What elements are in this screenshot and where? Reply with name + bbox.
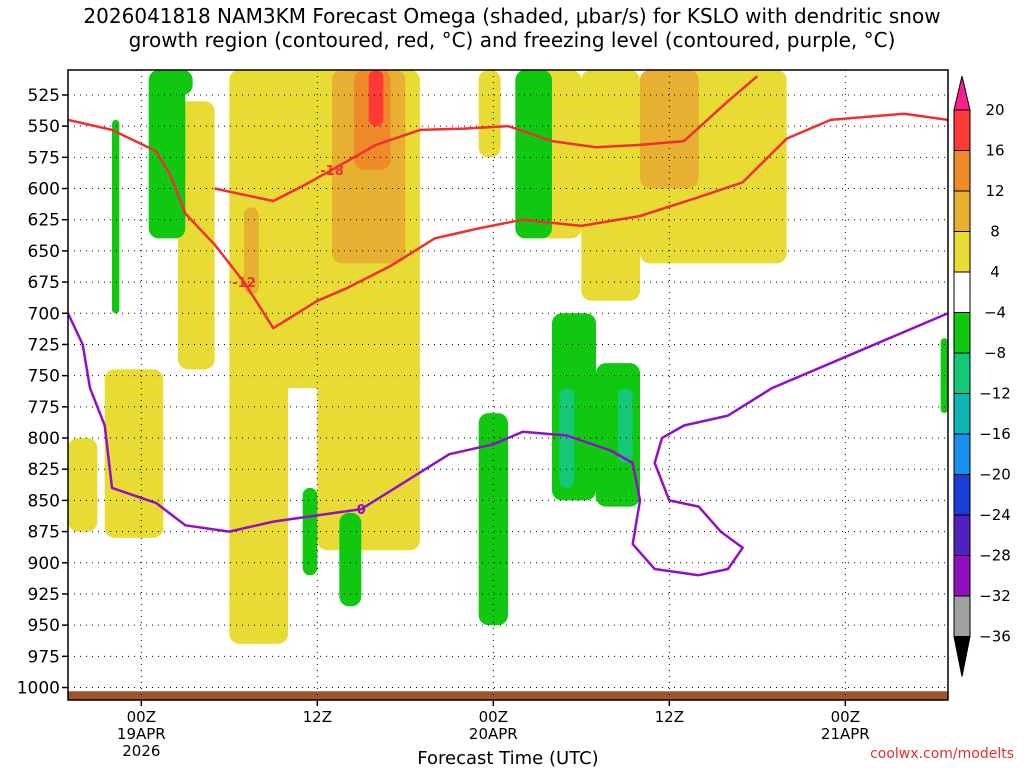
omega-shading <box>68 70 948 644</box>
omega-region-10 <box>244 207 259 295</box>
colorbar-band-8 <box>953 433 971 475</box>
omega-region-21 <box>515 70 552 239</box>
y-tick-label-625: 625 <box>28 211 60 231</box>
red-label-0: -12 <box>232 276 256 291</box>
colorbar-band-0 <box>953 109 971 151</box>
chart-title: 2026041818 NAM3KM Forecast Omega (shaded… <box>0 4 1024 52</box>
omega-region-0 <box>68 438 98 532</box>
y-tick-label-600: 600 <box>28 180 60 200</box>
y-tick-label-925: 925 <box>28 585 60 605</box>
x-tick-label-48-1: 21APR <box>821 725 870 743</box>
y-tick-label-575: 575 <box>28 148 60 168</box>
purple-contour-0 <box>68 312 948 577</box>
colorbar-arrow-top <box>953 75 971 111</box>
y-tick-label-875: 875 <box>28 523 60 543</box>
y-tick-label-1000: 1000 <box>17 679 60 699</box>
colorbar-label-11: −28 <box>979 547 1011 565</box>
y-tick-label-550: 550 <box>28 117 60 137</box>
omega-region-26 <box>618 388 633 463</box>
colorbar-arrow-bottom <box>953 636 971 677</box>
omega-region-14 <box>368 70 384 127</box>
x-tick-label-48-0: 00Z <box>831 708 860 726</box>
omega-region-16 <box>148 70 186 239</box>
omega-region-20 <box>478 413 508 626</box>
x-tick-label-12-0: 12Z <box>303 708 332 726</box>
colorbar-label-10: −24 <box>979 506 1011 524</box>
plot-frame <box>67 69 949 701</box>
y-tick-label-725: 725 <box>28 335 60 355</box>
colorbar-band-7 <box>953 393 971 435</box>
colorbar-band-5 <box>953 312 971 354</box>
omega-region-2 <box>178 101 215 370</box>
colorbar-band-6 <box>953 352 971 394</box>
y-axis: 525 550 575 600 625 650 675 700 725 750 775 800 825 8… <box>17 86 68 699</box>
x-tick-label-36-0: 12Z <box>655 708 684 726</box>
colorbar-label-1: 16 <box>985 142 1004 160</box>
red-contour-0 <box>68 112 948 330</box>
y-tick-label-525: 525 <box>28 86 60 106</box>
x-tick-label-24-0: 00Z <box>479 708 508 726</box>
colorbar-label-0: 20 <box>985 101 1004 119</box>
colorbar-band-10 <box>953 514 971 556</box>
colorbar-label-2: 12 <box>985 182 1004 200</box>
colorbar-band-1 <box>953 150 971 192</box>
colorbar-band-2 <box>953 190 971 232</box>
omega-region-6 <box>478 70 501 158</box>
colorbar-band-12 <box>953 595 971 637</box>
x-tick-label-0-2: 2026 <box>122 742 160 760</box>
colorbar-band-9 <box>953 474 971 516</box>
x-tick-label-24-1: 20APR <box>469 725 518 743</box>
y-tick-label-800: 800 <box>28 429 60 449</box>
colorbar-label-3: 8 <box>990 223 1000 241</box>
y-tick-label-900: 900 <box>28 554 60 574</box>
colorbar-label-7: −12 <box>979 385 1011 403</box>
x-tick-label-0-0: 00Z <box>127 708 156 726</box>
red-contour-1 <box>214 75 759 203</box>
omega-region-17 <box>170 70 193 95</box>
title-line-1: 2026041818 NAM3KM Forecast Omega (shaded… <box>83 4 941 28</box>
omega-region-18 <box>302 487 318 576</box>
ground-band <box>68 691 948 700</box>
omega-region-8 <box>581 70 640 301</box>
colorbar-band-3 <box>953 231 971 273</box>
colorbar-label-9: −20 <box>979 466 1011 484</box>
y-tick-label-950: 950 <box>28 616 60 636</box>
omega-region-1 <box>104 369 164 538</box>
y-tick-label-700: 700 <box>28 304 60 324</box>
red-label-1: -18 <box>320 164 344 179</box>
x-axis-label: Forecast Time (UTC) <box>417 748 598 768</box>
y-tick-label-825: 825 <box>28 460 60 480</box>
contour-lines: -12 -18 0 <box>68 75 948 577</box>
y-tick-label-975: 975 <box>28 647 60 667</box>
colorbar-label-4: 4 <box>990 263 1000 281</box>
y-tick-label-650: 650 <box>28 242 60 262</box>
y-tick-label-850: 850 <box>28 491 60 511</box>
colorbar-band-4 <box>953 271 971 313</box>
y-tick-label-675: 675 <box>28 273 60 293</box>
colorbar-label-6: −8 <box>984 344 1006 362</box>
purple-label-0: 0 <box>357 503 366 518</box>
omega-region-19 <box>339 512 362 607</box>
credit-text: coolwx.com/modelts <box>870 746 1014 762</box>
omega-region-15 <box>112 119 120 314</box>
x-tick-label-0-1: 19APR <box>117 725 166 743</box>
colorbar-label-5: −4 <box>984 304 1006 322</box>
title-line-2: growth region (contoured, red, °C) and f… <box>128 28 896 52</box>
colorbar-label-13: −36 <box>979 628 1011 646</box>
y-tick-label-775: 775 <box>28 398 60 418</box>
ground-layer <box>68 691 948 700</box>
colorbar-band-11 <box>953 555 971 597</box>
colorbar-label-8: −16 <box>979 425 1011 443</box>
colorbar-label-12: −32 <box>979 587 1011 605</box>
colorbar: 20 16 12 8 4 −4 −8 −12 −16 −20 −24 −28 −32 −36 <box>953 75 1011 677</box>
omega-region-12 <box>640 70 699 189</box>
y-tick-label-750: 750 <box>28 367 60 387</box>
